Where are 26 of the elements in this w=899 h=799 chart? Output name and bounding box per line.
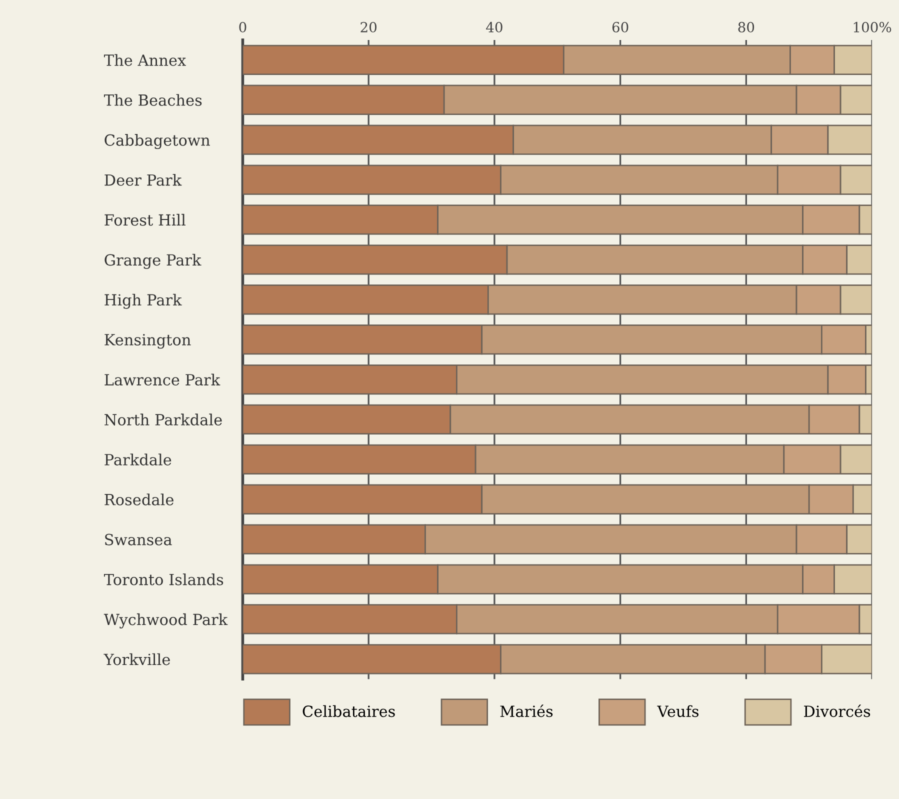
y-tick-label: Yorkville (104, 653, 170, 666)
y-tick-label: Rosedale (104, 494, 174, 506)
x-tick-label: 60 (612, 22, 628, 32)
y-tick-label: Lawrence Park (104, 374, 220, 386)
y-tick-label: Swansea (105, 534, 172, 546)
y-tick-label: Forest Hill (104, 214, 186, 226)
legend-label: Celibataires (302, 705, 395, 718)
y-tick-label: Toronto Islands (104, 573, 224, 586)
legend-label: Mariés (500, 704, 553, 718)
x-tick-label: 0 (239, 22, 246, 32)
legend-label: Divorcés (804, 704, 870, 718)
y-tick-label: Deer Park (104, 174, 182, 186)
y-tick-label: Kensington (104, 334, 191, 349)
y-tick-label: The Beaches (104, 94, 202, 106)
y-tick-label: High Park (104, 294, 182, 309)
y-tick-label: Cabbagetown (104, 134, 210, 150)
y-tick-label: Wychwood Park (104, 613, 228, 628)
x-tick-label: 20 (360, 22, 377, 32)
y-tick-label: North Parkdale (104, 414, 222, 426)
x-tick-label: 100% (854, 22, 892, 32)
y-tick-label: Parkdale (104, 454, 172, 466)
y-tick-label: Grange Park (104, 254, 202, 269)
x-tick-label: 40 (486, 22, 502, 32)
legend-label: Veufs (657, 705, 698, 718)
x-tick-label: 80 (738, 22, 754, 32)
y-tick-label: The Annex (104, 54, 186, 66)
